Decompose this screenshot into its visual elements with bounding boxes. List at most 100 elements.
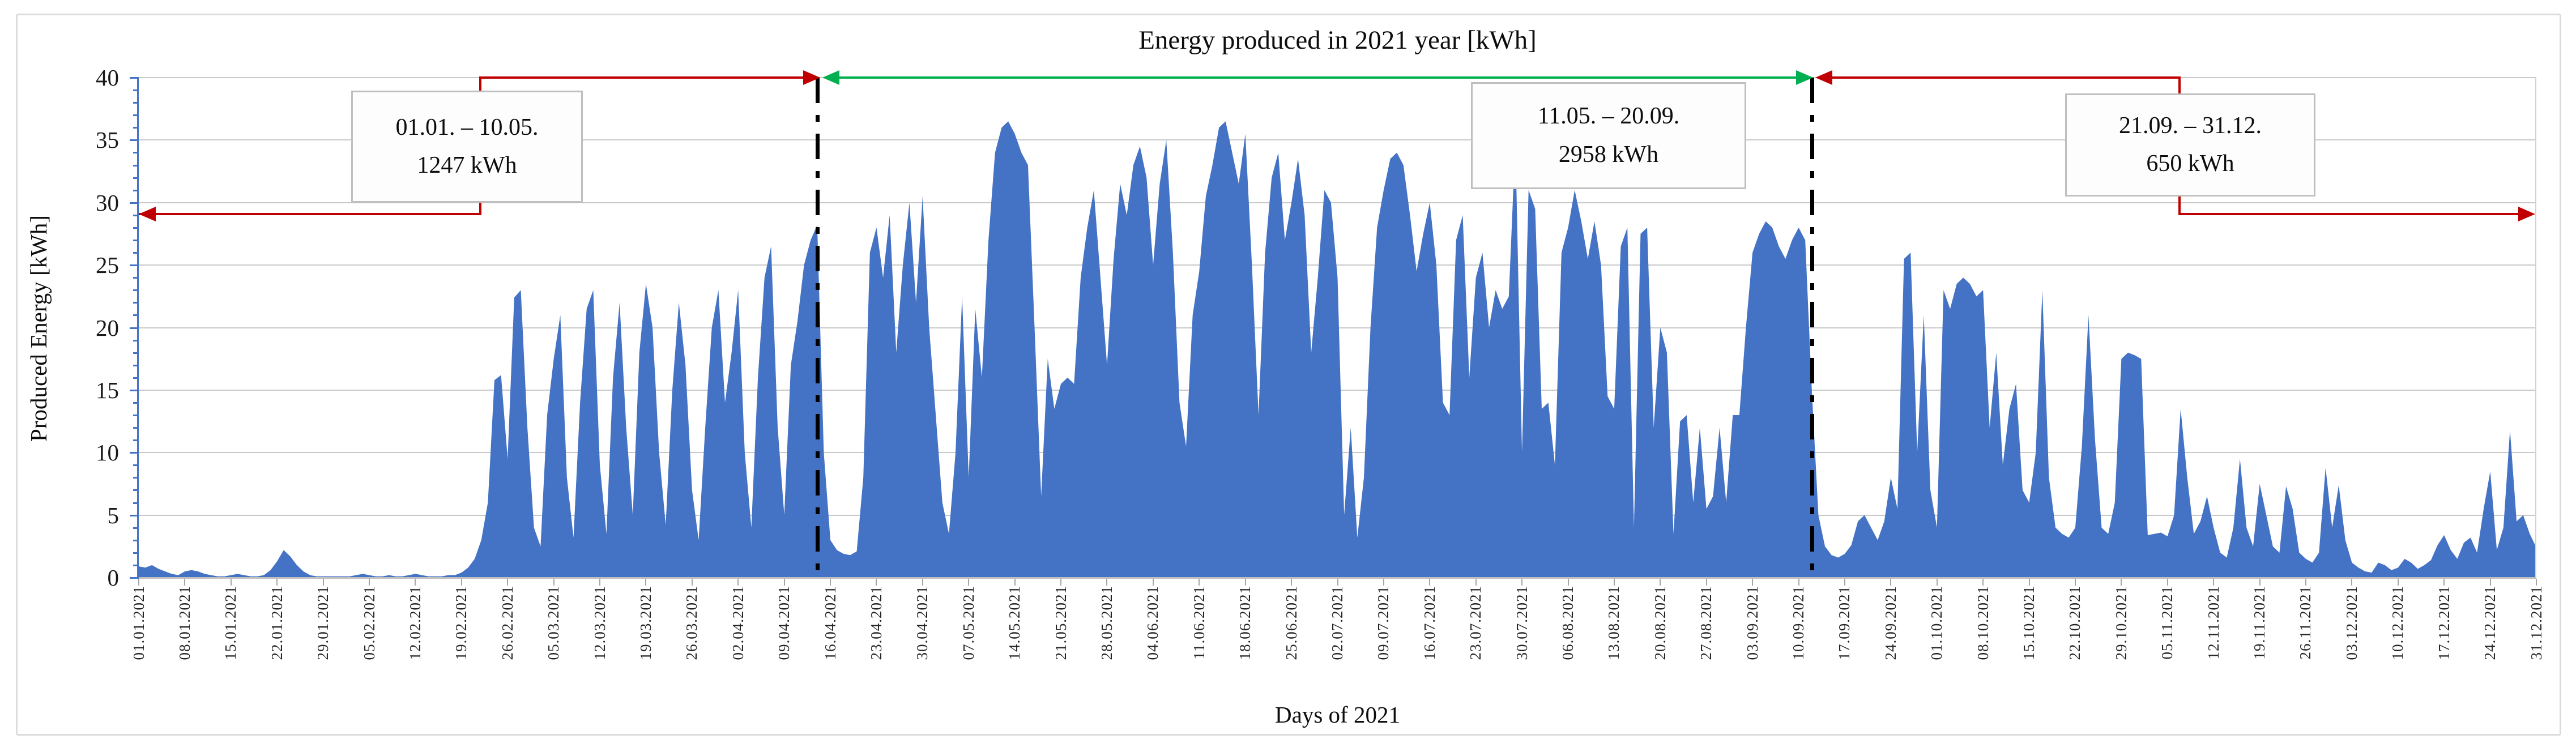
y-tick bbox=[133, 502, 139, 504]
plot-right-border bbox=[2535, 78, 2536, 578]
x-tick-label-08.01.2021: 08.01.2021 bbox=[175, 586, 194, 660]
y-tick bbox=[133, 539, 139, 541]
x-tick-label-22.10.2021: 22.10.2021 bbox=[2066, 586, 2085, 660]
y-tick bbox=[133, 339, 139, 341]
x-tick-label-15.10.2021: 15.10.2021 bbox=[2020, 586, 2039, 660]
x-tick bbox=[1613, 579, 1615, 586]
x-tick bbox=[1936, 579, 1938, 586]
x-tick-label-text: 28.05.2021 bbox=[1098, 586, 1115, 660]
x-tick-label-12.11.2021: 12.11.2021 bbox=[2204, 586, 2223, 660]
x-tick-label-text: 01.10.2021 bbox=[1928, 586, 1946, 660]
period3-range: 21.09. – 31.12. bbox=[2119, 112, 2262, 139]
x-tick bbox=[1890, 579, 1892, 586]
x-tick-label-text: 15.01.2021 bbox=[222, 586, 240, 660]
y-tick bbox=[133, 302, 139, 304]
y-tick bbox=[130, 452, 139, 454]
area-series bbox=[139, 121, 2536, 578]
x-tick-label-24.12.2021: 24.12.2021 bbox=[2481, 586, 2500, 660]
x-tick-label-text: 19.02.2021 bbox=[453, 586, 470, 660]
x-tick-label-13.08.2021: 13.08.2021 bbox=[1605, 586, 1624, 660]
x-tick-label-20.08.2021: 20.08.2021 bbox=[1650, 586, 1670, 660]
y-tick bbox=[133, 89, 139, 92]
period3-arrow-top-line bbox=[1832, 76, 2181, 79]
x-tick-label-28.05.2021: 28.05.2021 bbox=[1097, 586, 1116, 660]
y-tick-label-10: 10 bbox=[96, 439, 119, 466]
x-tick bbox=[1014, 579, 1016, 586]
gridline-30 bbox=[139, 202, 2536, 203]
x-tick bbox=[691, 579, 693, 586]
x-tick bbox=[2489, 579, 2491, 586]
x-tick bbox=[599, 579, 601, 586]
x-tick-label-text: 10.09.2021 bbox=[1790, 586, 1807, 660]
y-tick bbox=[130, 202, 139, 204]
x-tick-label-text: 12.02.2021 bbox=[406, 586, 424, 660]
x-tick bbox=[553, 579, 555, 586]
x-tick-label-10.12.2021: 10.12.2021 bbox=[2389, 586, 2408, 660]
x-tick bbox=[1798, 579, 1799, 586]
x-tick-label-text: 09.04.2021 bbox=[775, 586, 793, 660]
x-tick-label-29.10.2021: 29.10.2021 bbox=[2112, 586, 2131, 660]
x-tick bbox=[645, 579, 647, 586]
x-tick-label-19.11.2021: 19.11.2021 bbox=[2250, 586, 2270, 660]
x-tick bbox=[2536, 579, 2537, 586]
x-tick bbox=[737, 579, 739, 586]
x-tick-label-text: 05.11.2021 bbox=[2159, 586, 2176, 660]
x-tick-label-text: 31.12.2021 bbox=[2527, 586, 2545, 660]
x-tick-label-text: 03.09.2021 bbox=[1743, 586, 1761, 660]
x-tick-label-text: 23.07.2021 bbox=[1467, 586, 1485, 660]
x-tick bbox=[2166, 579, 2168, 586]
x-tick-label-text: 19.03.2021 bbox=[637, 586, 654, 660]
x-tick-label-03.12.2021: 03.12.2021 bbox=[2342, 586, 2361, 660]
y-tick bbox=[130, 327, 139, 329]
x-tick bbox=[1337, 579, 1338, 586]
x-tick-label-text: 22.01.2021 bbox=[268, 586, 285, 660]
x-tick-label-text: 26.02.2021 bbox=[498, 586, 516, 660]
period1-callout: 01.01. – 10.05. 1247 kWh bbox=[351, 91, 583, 203]
x-tick-label-text: 26.03.2021 bbox=[683, 586, 701, 660]
y-tick-label-15: 15 bbox=[96, 377, 119, 403]
period3-callout: 21.09. – 31.12. 650 kWh bbox=[2065, 93, 2315, 197]
x-tick-label-25.06.2021: 25.06.2021 bbox=[1282, 586, 1301, 660]
x-tick-label-23.07.2021: 23.07.2021 bbox=[1466, 586, 1486, 660]
y-tick bbox=[133, 352, 139, 354]
period2-total: 2958 kWh bbox=[1558, 141, 1659, 168]
y-tick bbox=[133, 314, 139, 317]
x-tick bbox=[922, 579, 923, 586]
y-tick bbox=[130, 577, 139, 579]
x-tick bbox=[2443, 579, 2445, 586]
y-tick bbox=[133, 227, 139, 229]
x-tick-label-21.05.2021: 21.05.2021 bbox=[1051, 586, 1071, 660]
y-tick bbox=[133, 464, 139, 467]
y-tick bbox=[130, 264, 139, 267]
x-tick bbox=[2213, 579, 2215, 586]
red-arrow-left-icon bbox=[139, 207, 156, 221]
x-tick-label-05.02.2021: 05.02.2021 bbox=[360, 586, 379, 660]
x-tick bbox=[1383, 579, 1384, 586]
x-axis-line bbox=[139, 577, 2536, 579]
y-tick bbox=[133, 239, 139, 241]
x-tick bbox=[1567, 579, 1569, 586]
y-tick-label-30: 30 bbox=[96, 189, 119, 216]
x-tick-label-text: 24.12.2021 bbox=[2481, 586, 2499, 660]
x-tick bbox=[1521, 579, 1523, 586]
x-tick bbox=[138, 579, 139, 586]
x-tick bbox=[276, 579, 278, 586]
period-separator-1 bbox=[815, 78, 820, 578]
y-axis-title: Produced Energy [kWh] bbox=[25, 215, 52, 442]
x-tick-label-31.12.2021: 31.12.2021 bbox=[2527, 586, 2546, 660]
x-tick-label-text: 21.05.2021 bbox=[1052, 586, 1069, 660]
x-tick bbox=[783, 579, 785, 586]
y-tick-label-5: 5 bbox=[107, 502, 120, 528]
x-tick bbox=[184, 579, 186, 586]
x-tick-label-text: 13.08.2021 bbox=[1605, 586, 1623, 660]
x-tick-label-08.10.2021: 08.10.2021 bbox=[1973, 586, 1993, 660]
x-tick-label-text: 16.07.2021 bbox=[1421, 586, 1438, 660]
x-tick bbox=[968, 579, 970, 586]
x-tick-label-text: 02.07.2021 bbox=[1329, 586, 1346, 660]
x-tick-label-02.07.2021: 02.07.2021 bbox=[1328, 586, 1347, 660]
x-tick-label-01.01.2021: 01.01.2021 bbox=[129, 586, 148, 660]
green-arrow-left-icon bbox=[822, 70, 839, 85]
x-tick-label-text: 05.03.2021 bbox=[545, 586, 562, 660]
x-tick-label-text: 08.10.2021 bbox=[1974, 586, 1991, 660]
x-tick-label-14.05.2021: 14.05.2021 bbox=[1005, 586, 1025, 660]
